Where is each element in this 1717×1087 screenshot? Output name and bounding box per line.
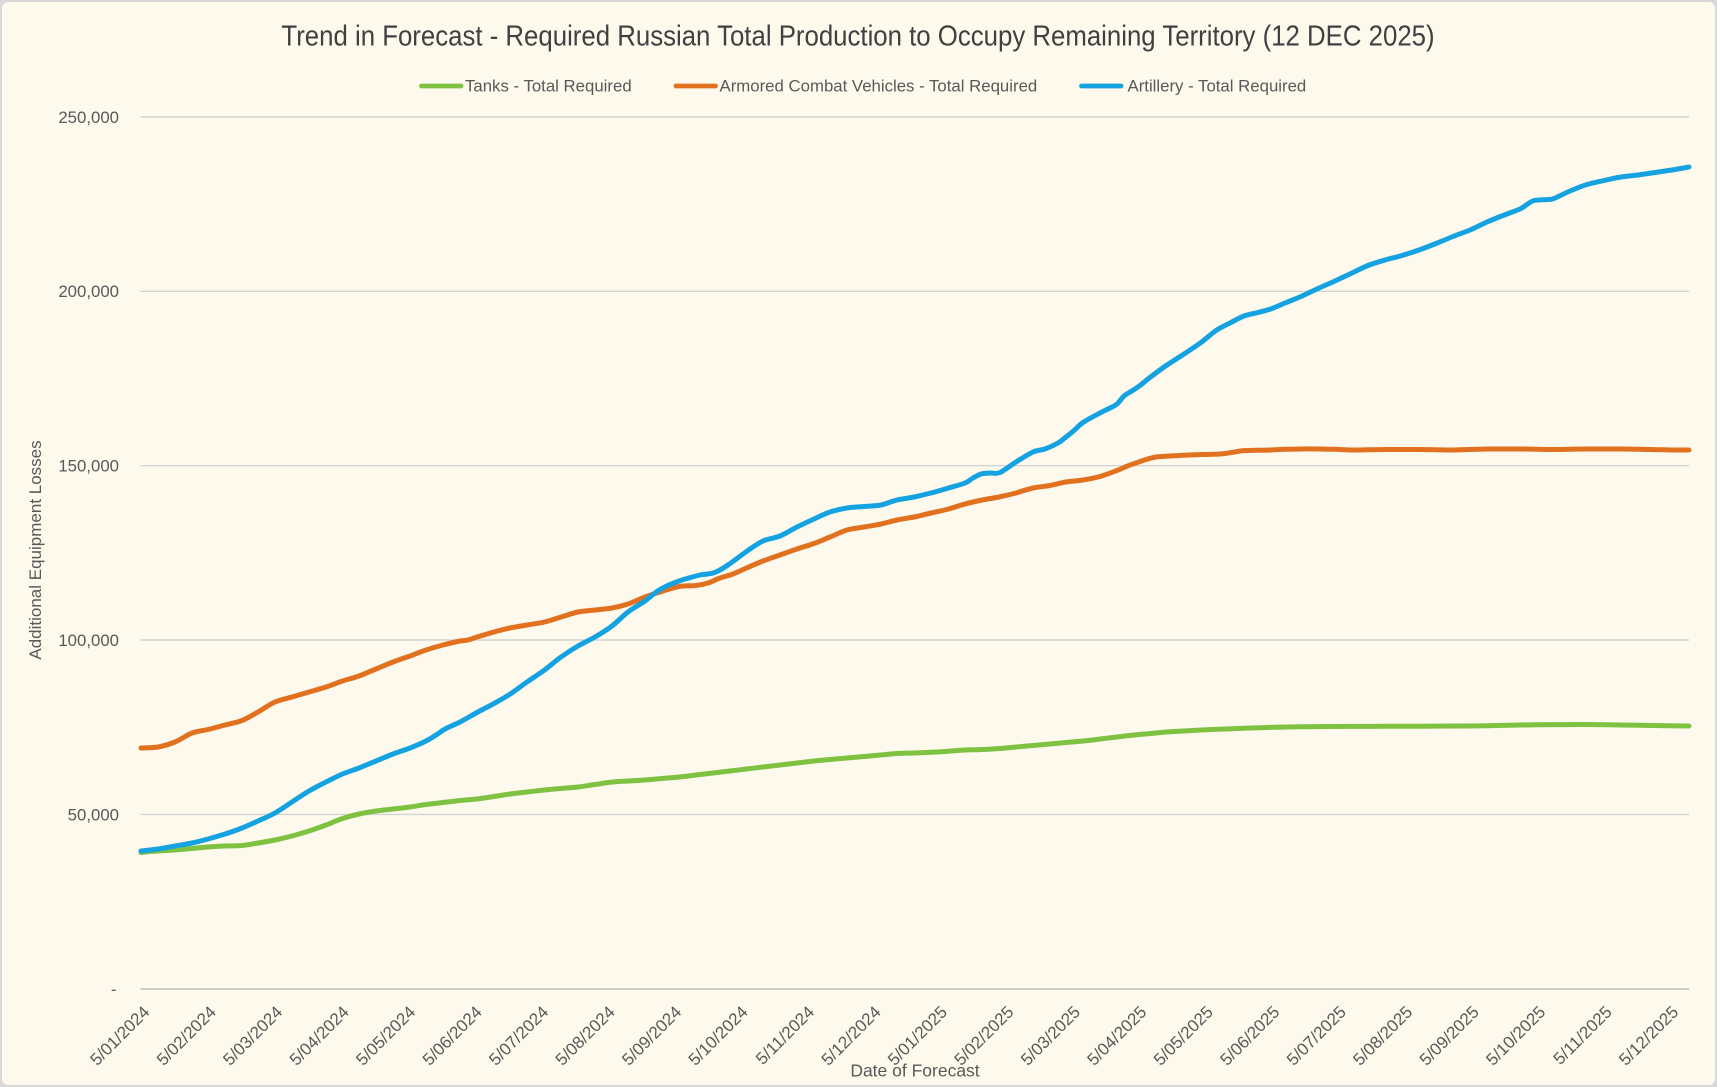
svg-text:Artillery - Total Required: Artillery - Total Required xyxy=(1128,77,1307,96)
svg-text:200,000: 200,000 xyxy=(58,282,119,301)
svg-text:250,000: 250,000 xyxy=(58,108,119,127)
svg-text:Armored Combat Vehicles - Tota: Armored Combat Vehicles - Total Required xyxy=(720,77,1038,96)
svg-text:100,000: 100,000 xyxy=(58,631,119,650)
svg-text:Tanks - Total Required: Tanks - Total Required xyxy=(465,77,632,96)
svg-text:Date of Forecast: Date of Forecast xyxy=(850,1061,979,1081)
svg-text:Trend in Forecast - Required R: Trend in Forecast - Required Russian Tot… xyxy=(281,19,1434,52)
svg-text:-: - xyxy=(111,980,117,999)
svg-text:50,000: 50,000 xyxy=(68,805,119,824)
svg-text:Additional Equipment Losses: Additional Equipment Losses xyxy=(26,440,45,659)
svg-text:150,000: 150,000 xyxy=(58,457,119,476)
